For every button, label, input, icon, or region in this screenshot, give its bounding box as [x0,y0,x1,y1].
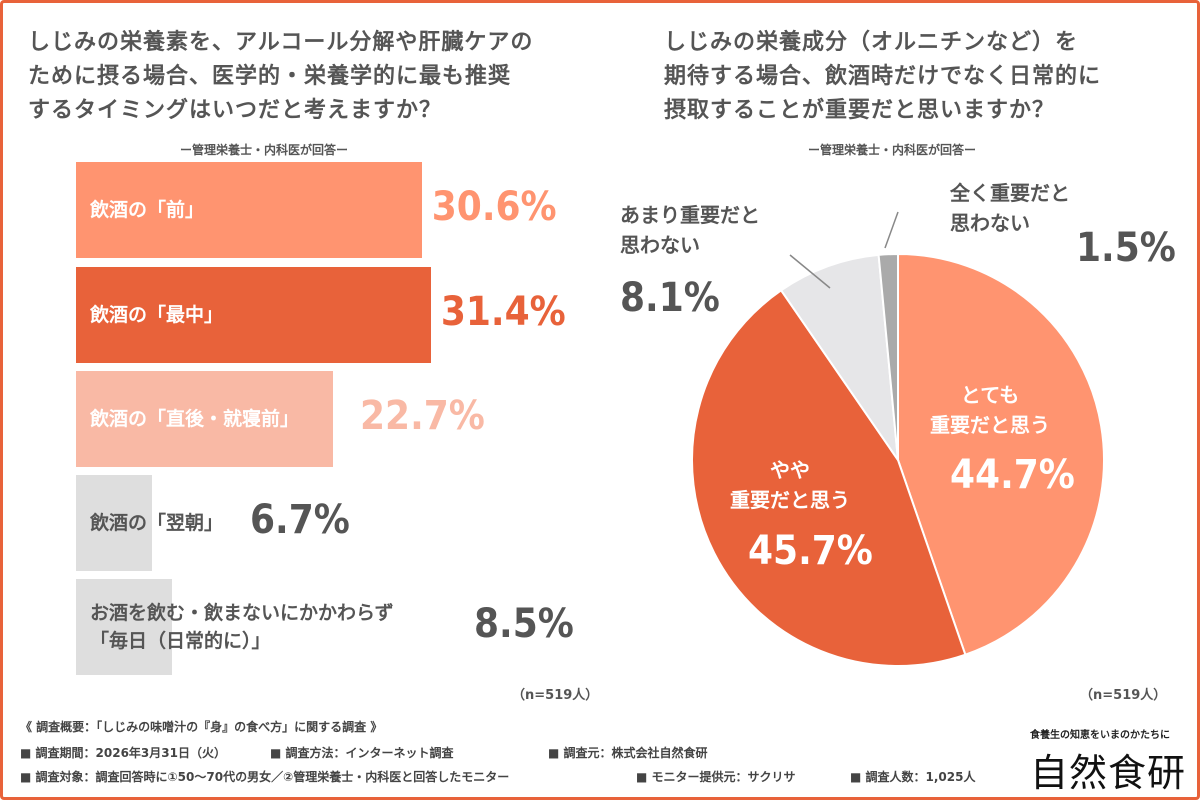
bar-value-label: 30.6% [431,184,557,230]
left-n: （n=519人） [512,688,599,703]
left-question: しじみの栄養素を、アルコール分解や肝臓ケアの ために摂る場合、医学的・栄養学的に… [28,26,533,128]
footer-method: ■ 調査方法：インターネット調査 [270,746,454,760]
q-line: するタイミングはいつだと考えますか？ [28,98,443,123]
bar-label: 飲酒の「最中」 [90,304,224,326]
pie-value-label: 44.7% [950,452,1075,498]
right-subtitle: ー管理栄養士・内科医が回答ー [808,143,977,157]
bar-label: 飲酒の「直後・就寝前」 [90,408,300,430]
pie-category-label: やや 重要だと思う [730,458,850,512]
bar-label: 飲酒の「翌朝」 [90,512,224,534]
leader-line [884,211,899,249]
footer-title: 《 調査概要：「しじみの味噌汁の『身』の食べ方」に関する調査 》 [20,720,383,734]
right-n: （n=519人） [1080,688,1167,703]
pie-category-label: 全く重要だと 思わない [950,181,1070,235]
bar-label: お酒を飲む・飲まないにかかわらず 「毎日（日常的に）」 [90,602,394,652]
logo-tagline: 食養生の知恵をいまのかたちに [1030,730,1170,741]
q-line: 摂取することが重要だと思いますか？ [664,98,1056,123]
right-question: しじみの栄養成分（オルニチンなど）を 期待する場合、飲酒時だけでなく日常的に 摂… [664,26,1101,128]
bar [76,371,333,467]
pie-slice [877,252,899,461]
footer-count: ■ 調査人数：1,025人 [850,770,976,784]
pie-value-label: 45.7% [748,528,873,574]
q-line: 期待する場合、飲酒時だけでなく日常的に [664,64,1102,89]
q-line: しじみの栄養素を、アルコール分解や肝臓ケアの [28,30,534,55]
pie-category-label: あまり重要だと 思わない [620,203,760,257]
left-subtitle: ー管理栄養士・内科医が回答ー [180,143,349,157]
bar-label: 飲酒の「前」 [90,199,205,221]
q-line: ために摂る場合、医学的・栄養学的に最も推奨 [28,64,512,89]
bar [76,579,173,675]
bar [76,267,431,363]
pie-value-label: 1.5% [1076,225,1176,271]
pie-category-label: とても 重要だと思う [930,383,1050,437]
pie-slice [691,288,967,667]
bar-value-label: 31.4% [440,289,566,335]
bar-value-label: 6.7% [250,497,350,543]
leader-line [789,254,831,289]
bar-value-label: 22.7% [360,393,485,439]
logo: 自然食研 [1030,751,1187,795]
footer-period: ■ 調査期間：2026年3月31日（火） [20,746,226,760]
footer-target: ■ 調査対象：調査回答時に①50～70代の男女／②管理栄養士・内科医と回答したモ… [20,770,510,784]
bar-value-label: 8.5% [474,601,574,647]
pie-value-label: 8.1% [620,275,720,321]
bar [76,162,422,258]
footer-source: ■ 調査元：株式会社自然食研 [548,746,708,760]
pie-slice [779,253,900,464]
q-line: しじみの栄養成分（オルニチンなど）を [664,30,1079,55]
pie-slice [897,252,1105,656]
bar [76,475,152,571]
footer-provider: ■ モニター提供元：サクリサ [636,770,796,784]
